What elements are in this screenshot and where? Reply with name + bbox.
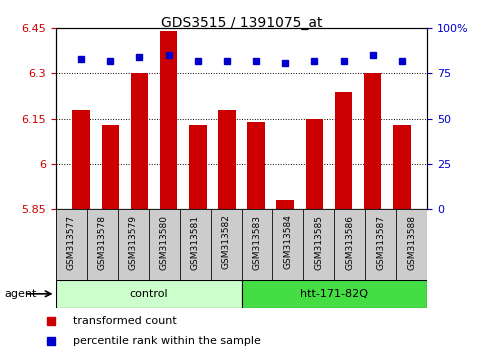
Bar	[393, 125, 411, 209]
Bar	[334, 209, 366, 280]
Bar	[397, 209, 427, 280]
Bar	[72, 110, 90, 209]
Bar	[242, 280, 427, 308]
Text: GSM313584: GSM313584	[284, 215, 293, 269]
Text: GSM313579: GSM313579	[128, 215, 138, 269]
Bar	[131, 74, 148, 209]
Text: GSM313587: GSM313587	[376, 215, 385, 269]
Text: GSM313581: GSM313581	[190, 215, 199, 269]
Bar	[242, 209, 272, 280]
Bar	[306, 119, 323, 209]
Text: GSM313578: GSM313578	[98, 215, 107, 269]
Text: GSM313585: GSM313585	[314, 215, 324, 269]
Bar	[149, 209, 180, 280]
Bar	[247, 122, 265, 209]
Bar	[366, 209, 397, 280]
Text: control: control	[129, 289, 168, 299]
Bar	[303, 209, 334, 280]
Text: GSM313586: GSM313586	[345, 215, 355, 269]
Bar	[189, 125, 207, 209]
Bar	[211, 209, 242, 280]
Bar	[218, 110, 236, 209]
Bar	[101, 125, 119, 209]
Bar	[117, 209, 149, 280]
Bar	[180, 209, 211, 280]
Bar	[160, 32, 177, 209]
Text: agent: agent	[5, 289, 37, 299]
Text: GSM313583: GSM313583	[253, 215, 261, 269]
Bar	[276, 200, 294, 209]
Bar	[335, 92, 352, 209]
Bar	[86, 209, 117, 280]
Text: transformed count: transformed count	[72, 316, 176, 326]
Text: percentile rank within the sample: percentile rank within the sample	[72, 336, 260, 346]
Bar	[364, 74, 382, 209]
Text: GDS3515 / 1391075_at: GDS3515 / 1391075_at	[161, 16, 322, 30]
Text: GSM313580: GSM313580	[159, 215, 169, 269]
Text: GSM313577: GSM313577	[67, 215, 75, 269]
Bar	[56, 280, 242, 308]
Text: GSM313582: GSM313582	[222, 215, 230, 269]
Text: GSM313588: GSM313588	[408, 215, 416, 269]
Text: htt-171-82Q: htt-171-82Q	[300, 289, 369, 299]
Bar	[272, 209, 303, 280]
Bar	[56, 209, 86, 280]
